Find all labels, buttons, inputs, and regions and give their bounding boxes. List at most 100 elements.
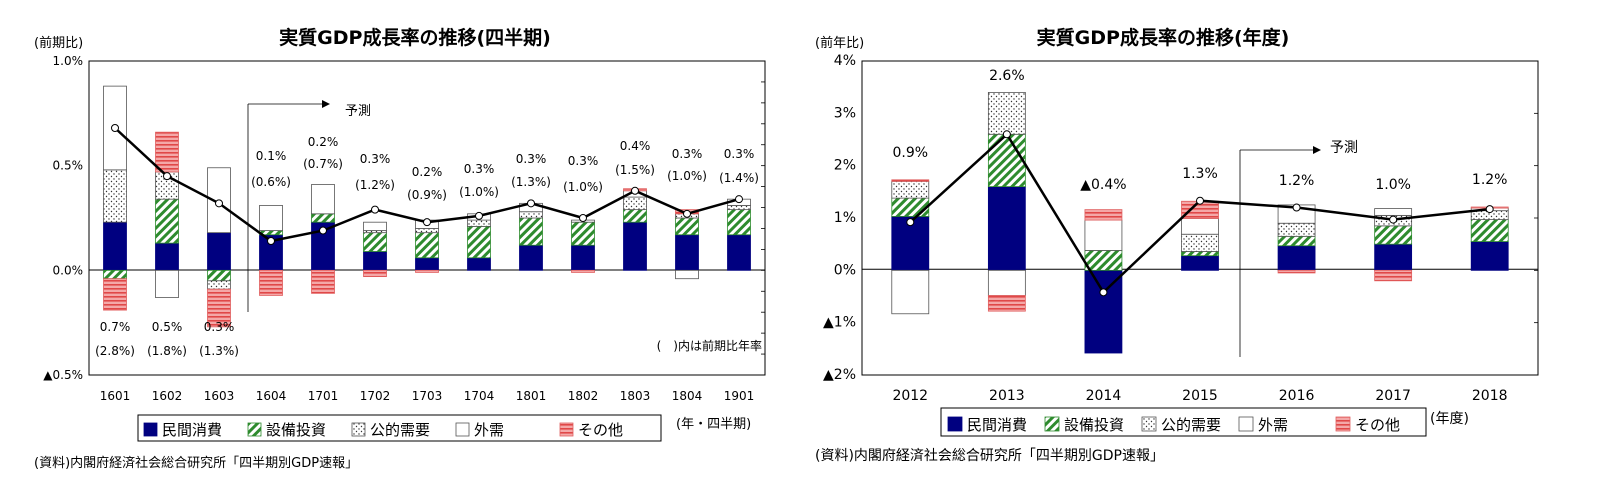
total-growth-points <box>111 123 743 246</box>
total-point <box>1292 203 1301 212</box>
bar-private-consumption <box>155 242 179 271</box>
x-tick-label: 1803 <box>620 389 651 403</box>
bar-capital-investment <box>311 213 335 223</box>
legend-private-consumption-swatch <box>143 422 158 437</box>
bar-private-consumption <box>1470 241 1509 271</box>
bar-public-demand <box>623 196 647 211</box>
y-tick-label: 3% <box>834 105 856 121</box>
bar-capital-investment <box>363 232 387 252</box>
x-tick-label: 1702 <box>360 389 391 403</box>
bar-private-consumption <box>1181 255 1219 271</box>
x-tick-label: 2016 <box>1279 388 1315 404</box>
growth-label: 0.3% <box>516 152 547 166</box>
growth-label: 0.5% <box>152 320 183 334</box>
bar-other <box>363 269 387 278</box>
total-point <box>1196 196 1204 205</box>
bar-public-demand <box>467 219 491 227</box>
total-point <box>371 205 379 214</box>
growth-label: 0.1% <box>256 149 287 163</box>
legend: 民間消費 設備投資 公的需要 外需 その他 <box>940 407 1427 437</box>
legend-capital-investment-swatch <box>1044 416 1060 432</box>
growth-label: 0.3% <box>568 154 599 168</box>
total-point <box>1485 205 1494 214</box>
legend-capital-investment: 設備投資 <box>266 421 326 439</box>
legend-private-consumption: 民間消費 <box>967 416 1027 434</box>
bar-other <box>987 295 1026 312</box>
y-tick-label: ▲2% <box>823 367 856 383</box>
bar-public-demand <box>1277 222 1316 237</box>
legend-public-demand-swatch <box>1141 416 1157 432</box>
bar-other <box>259 269 283 296</box>
legend-capital-investment: 設備投資 <box>1064 416 1124 434</box>
bar-capital-investment <box>103 269 127 280</box>
forecast-marker: 予測 <box>247 100 371 312</box>
bar-public-demand <box>727 205 751 211</box>
bar-capital-investment <box>207 269 231 282</box>
bars <box>891 92 1509 354</box>
bar-capital-investment <box>415 232 439 259</box>
forecast-label: 予測 <box>345 104 371 119</box>
annualized-label: (1.2%) <box>355 178 395 192</box>
x-tick-label: 1601 <box>100 389 131 403</box>
bar-public-demand <box>891 180 930 199</box>
annualized-label: (1.4%) <box>719 171 759 185</box>
growth-label: 1.0% <box>1375 177 1411 193</box>
bar-capital-investment <box>891 197 930 217</box>
y-axis-ticks: ▲2% ▲1% 0% 1% 2% 3% 4% <box>823 53 1538 383</box>
legend-public-demand: 公的需要 <box>370 421 430 439</box>
bar-private-consumption <box>1277 245 1316 271</box>
legend-net-exports: 外需 <box>1258 416 1288 434</box>
total-point <box>423 218 431 227</box>
y-tick-label: 0.0% <box>53 263 84 277</box>
chart-title: 実質GDP成長率の推移(四半期) <box>279 26 551 49</box>
annualized-label: (0.7%) <box>303 157 343 171</box>
x-tick-label: 2012 <box>892 388 928 404</box>
total-point <box>735 195 743 204</box>
bar-public-demand <box>103 169 127 223</box>
annualized-label: (1.3%) <box>199 344 239 358</box>
bar-public-demand <box>987 92 1026 135</box>
x-tick-label: 1703 <box>412 389 443 403</box>
legend-public-demand: 公的需要 <box>1161 416 1221 434</box>
y-tick-label: ▲1% <box>823 315 856 331</box>
bar-other <box>311 269 335 294</box>
x-tick-label: 1804 <box>672 389 703 403</box>
x-axis-ticks: 2012 2013 2014 2015 2016 2017 2018 <box>892 388 1507 404</box>
bar-capital-investment <box>155 198 179 244</box>
bar-capital-investment <box>623 209 647 223</box>
bar-capital-investment <box>571 221 595 246</box>
total-point <box>267 237 275 246</box>
legend-capital-investment-swatch <box>247 422 262 437</box>
x-tick-label: 1801 <box>516 389 547 403</box>
x-tick-label: 2018 <box>1472 388 1508 404</box>
x-axis-label: (年・四半期) <box>676 417 751 432</box>
growth-label: 0.3% <box>724 147 755 161</box>
bar-private-consumption <box>467 257 491 271</box>
annualized-note: ( )内は前期比年率 <box>657 338 762 353</box>
bar-other <box>1374 269 1413 282</box>
x-tick-label: 2013 <box>989 388 1025 404</box>
legend-private-consumption-swatch <box>947 416 963 432</box>
total-point <box>579 214 587 222</box>
y-axis-label: (前年比) <box>815 35 864 51</box>
total-point <box>527 199 535 208</box>
bar-other <box>415 269 439 273</box>
legend: 民間消費 設備投資 公的需要 外需 その他 <box>137 414 662 442</box>
bar-public-demand <box>519 211 543 219</box>
bar-capital-investment <box>1084 250 1123 271</box>
bar-private-consumption <box>623 221 647 271</box>
y-tick-label: 1.0% <box>53 54 84 68</box>
bar-private-consumption <box>207 232 231 271</box>
total-point <box>1002 130 1011 139</box>
legend-public-demand-swatch <box>351 422 366 437</box>
annualized-label: (0.9%) <box>407 188 447 202</box>
fiscal-year-chart: 実質GDP成長率の推移(年度) (前年比) ▲2% ▲1% 0% 1% 2% 3% 4% 予… <box>815 26 1539 464</box>
growth-label: 0.3% <box>672 147 703 161</box>
plot-area <box>88 60 766 376</box>
x-tick-label: 1603 <box>204 389 235 403</box>
bar-net-exports <box>311 184 335 215</box>
forecast-label: 予測 <box>1330 140 1358 156</box>
bar-other <box>207 288 231 328</box>
bar-private-consumption <box>1084 269 1123 354</box>
bar-net-exports <box>1181 218 1219 235</box>
